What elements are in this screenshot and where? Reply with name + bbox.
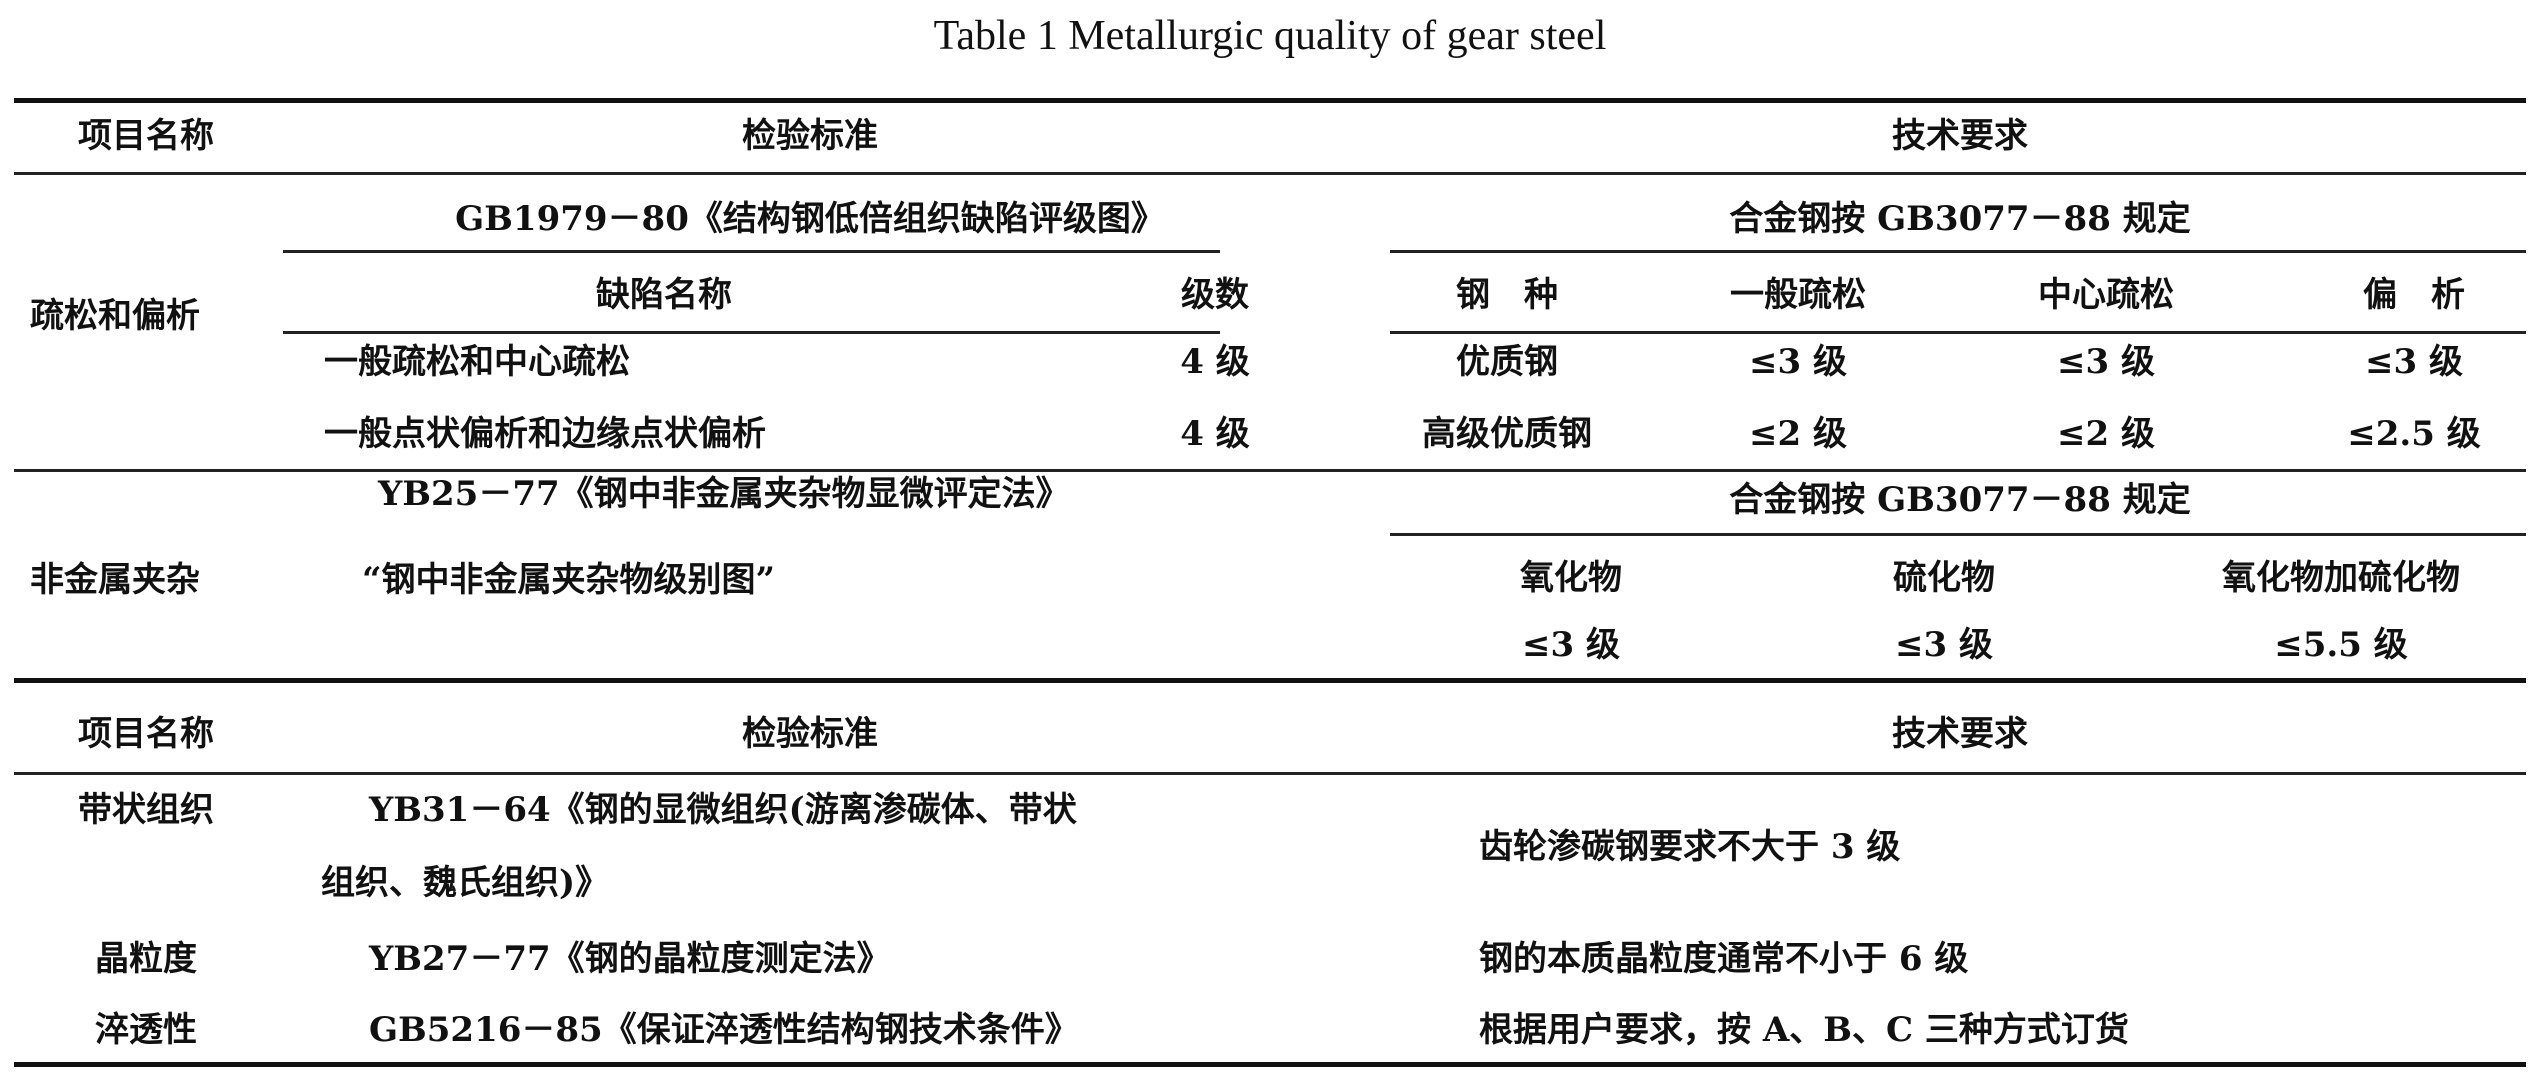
inclusion-requirement: 合金钢按 GB3077－88 规定: [1729, 480, 2191, 520]
bottom-rule: [14, 1062, 2526, 1067]
standard-subrule-2: [283, 331, 1220, 334]
req-cell: ≤2 级: [2057, 414, 2155, 454]
inclusion-value: ≤5.5 级: [2274, 625, 2408, 665]
header2-standard: 检验标准: [742, 714, 878, 754]
req-cell: ≤2.5 级: [2347, 414, 2481, 454]
req-header: 偏 析: [2363, 275, 2465, 315]
standard-subrule: [283, 250, 1220, 253]
req-cell: 高级优质钢: [1422, 414, 1592, 454]
mid-rule: [14, 678, 2526, 683]
req-cell: ≤3 级: [2365, 342, 2463, 382]
grain-size-item: 晶粒度: [95, 939, 197, 979]
banding-requirement: 齿轮渗碳钢要求不大于 3 级: [1479, 827, 1901, 867]
req-header: 钢 种: [1456, 275, 1558, 315]
table-title: Table 1 Metallurgic quality of gear stee…: [933, 13, 1607, 59]
header2-item: 项目名称: [78, 714, 214, 754]
inclusion-value: ≤3 级: [1895, 625, 1993, 665]
defect-name: 一般点状偏析和边缘点状偏析: [324, 414, 766, 454]
inclusion-item: 非金属夹杂: [30, 560, 200, 600]
req-cell: ≤3 级: [1749, 342, 1847, 382]
requirement-subrule-2: [1390, 331, 2526, 334]
porosity-requirement: 合金钢按 GB3077－88 规定: [1729, 199, 2191, 239]
inclusion-standard: YB25－77《钢中非金属夹杂物显微评定法》: [378, 474, 1070, 514]
grain-size-requirement: 钢的本质晶粒度通常不小于 6 级: [1479, 939, 1969, 979]
porosity-standard: GB1979－80《结构钢低倍组织缺陷评级图》: [455, 199, 1165, 239]
inclusion-value: ≤3 级: [1522, 625, 1620, 665]
porosity-item: 疏松和偏析: [30, 296, 200, 336]
header2-rule: [14, 772, 2526, 775]
inclusion-header: 氧化物: [1520, 558, 1622, 598]
defect-name: 一般疏松和中心疏松: [324, 342, 630, 382]
inclusion-subrule: [1390, 533, 2526, 536]
requirement-subrule: [1390, 250, 2526, 253]
grain-size-standard: YB27－77《钢的晶粒度测定法》: [369, 939, 891, 979]
hardenability-requirement: 根据用户要求，按 A、B、C 三种方式订货: [1479, 1010, 2129, 1050]
header-rule: [14, 172, 2526, 175]
banding-standard-cont: 组织、魏氏组织)》: [321, 863, 610, 903]
header-item: 项目名称: [78, 116, 214, 156]
top-rule: [14, 98, 2526, 103]
defect-grade: 4 级: [1180, 414, 1250, 454]
hardenability-standard: GB5216－85《保证淬透性结构钢技术条件》: [369, 1010, 1079, 1050]
inclusion-standard-chart: “钢中非金属夹杂物级别图”: [362, 560, 776, 600]
inclusion-header: 氧化物加硫化物: [2222, 558, 2460, 598]
req-cell: ≤2 级: [1749, 414, 1847, 454]
header-standard: 检验标准: [742, 116, 878, 156]
hardenability-item: 淬透性: [95, 1010, 197, 1050]
inclusion-header: 硫化物: [1893, 558, 1995, 598]
banding-item: 带状组织: [78, 790, 214, 830]
header2-requirement: 技术要求: [1892, 714, 2028, 754]
section-rule: [14, 469, 2526, 472]
req-cell: 优质钢: [1456, 342, 1558, 382]
req-cell: ≤3 级: [2057, 342, 2155, 382]
defect-header: 缺陷名称: [596, 275, 732, 315]
req-header: 中心疏松: [2038, 275, 2174, 315]
banding-standard: YB31－64《钢的显微组织(游离渗碳体、带状: [369, 790, 1077, 830]
header-requirement: 技术要求: [1892, 116, 2028, 156]
defect-grade: 4 级: [1180, 342, 1250, 382]
grade-header: 级数: [1181, 275, 1249, 315]
req-header: 一般疏松: [1730, 275, 1866, 315]
